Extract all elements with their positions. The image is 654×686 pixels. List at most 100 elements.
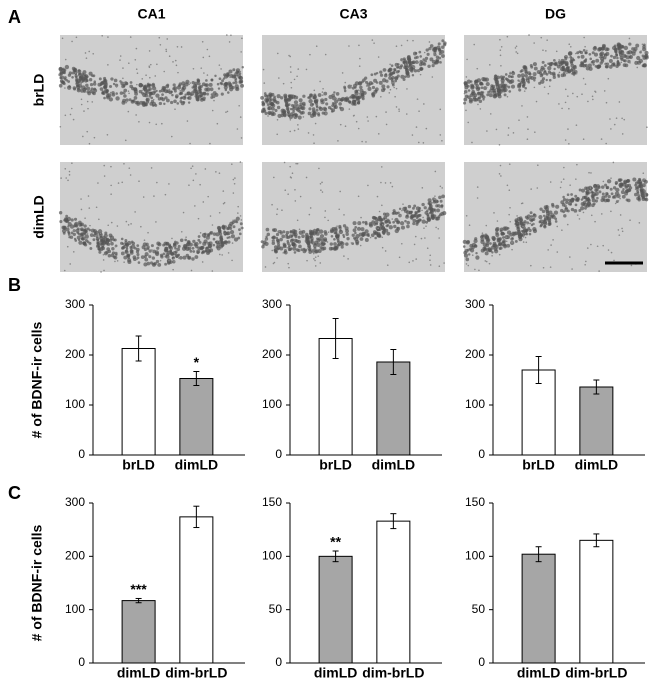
- cell: [317, 237, 322, 241]
- speck: [305, 68, 308, 71]
- cell: [433, 208, 437, 212]
- speck: [297, 128, 300, 130]
- cell: [194, 81, 199, 86]
- speck: [526, 116, 529, 118]
- speck: [194, 205, 196, 207]
- cell: [260, 240, 264, 244]
- speck: [506, 184, 509, 187]
- cell: [145, 97, 150, 102]
- speck: [547, 206, 550, 208]
- speck: [617, 199, 620, 202]
- error-bar: [332, 318, 339, 359]
- cell: [474, 81, 478, 86]
- speck: [371, 39, 374, 41]
- cell: [500, 78, 505, 83]
- cell: [379, 73, 384, 77]
- speck: [466, 58, 468, 61]
- speck: [434, 210, 437, 213]
- speck: [128, 167, 131, 169]
- speck: [241, 37, 243, 40]
- cell: [509, 79, 515, 84]
- speck: [429, 259, 431, 262]
- cell: [570, 193, 573, 196]
- speck: [134, 211, 136, 213]
- speck: [324, 210, 327, 212]
- cell: [333, 242, 337, 246]
- cell: [610, 192, 614, 196]
- cell: [122, 84, 126, 88]
- speck: [226, 34, 228, 36]
- cell: [570, 60, 573, 63]
- speck: [102, 253, 105, 256]
- cell: [73, 87, 77, 91]
- speck: [223, 201, 226, 204]
- cell: [216, 82, 220, 86]
- cell: [582, 49, 586, 52]
- cell: [62, 232, 66, 235]
- cell: [570, 63, 575, 68]
- cell: [572, 58, 576, 62]
- speck: [80, 88, 82, 90]
- cell: [422, 58, 426, 62]
- cell: [437, 215, 441, 218]
- speck: [312, 252, 315, 255]
- cell: [623, 45, 629, 51]
- cell: [313, 243, 317, 248]
- speck: [590, 204, 593, 206]
- speck: [218, 172, 221, 174]
- cell: [618, 49, 623, 54]
- speck: [395, 45, 398, 48]
- speck: [365, 85, 368, 87]
- speck: [290, 86, 293, 89]
- speck: [530, 188, 532, 190]
- cell: [562, 61, 566, 64]
- cell: [598, 190, 602, 194]
- cell: [616, 43, 622, 49]
- speck: [192, 179, 195, 182]
- speck: [135, 68, 138, 71]
- speck: [313, 89, 316, 92]
- speck: [319, 80, 321, 83]
- cell: [81, 237, 85, 241]
- cell: [620, 190, 625, 195]
- speck: [489, 64, 491, 66]
- speck: [290, 81, 293, 84]
- cell: [367, 86, 372, 91]
- cell: [524, 74, 528, 78]
- speck: [586, 196, 589, 198]
- cell: [209, 231, 214, 235]
- cell: [297, 115, 302, 120]
- cell: [346, 236, 350, 241]
- cell: [604, 183, 608, 187]
- speck: [148, 50, 151, 52]
- cell: [410, 69, 414, 73]
- cell: [551, 202, 555, 207]
- speck: [317, 111, 320, 114]
- cell: [485, 82, 490, 87]
- cell: [566, 69, 570, 73]
- speck: [429, 264, 432, 266]
- speck: [129, 174, 132, 176]
- cell: [550, 61, 554, 65]
- cell: [294, 113, 299, 118]
- cell: [389, 71, 394, 76]
- speck: [474, 268, 476, 271]
- cell: [366, 82, 371, 87]
- cell: [232, 225, 236, 229]
- speck: [336, 225, 338, 227]
- cell: [421, 219, 426, 224]
- speck: [508, 213, 510, 216]
- cell: [136, 253, 140, 257]
- cell: [73, 223, 78, 227]
- cell: [593, 45, 597, 50]
- speck: [268, 96, 270, 98]
- speck: [376, 195, 379, 198]
- cell: [83, 224, 87, 228]
- cell: [539, 207, 543, 211]
- speck: [575, 72, 578, 75]
- speck: [177, 71, 179, 74]
- y-tick-label: 100: [465, 397, 485, 411]
- speck: [63, 269, 66, 272]
- cell: [68, 85, 71, 88]
- speck: [574, 52, 577, 55]
